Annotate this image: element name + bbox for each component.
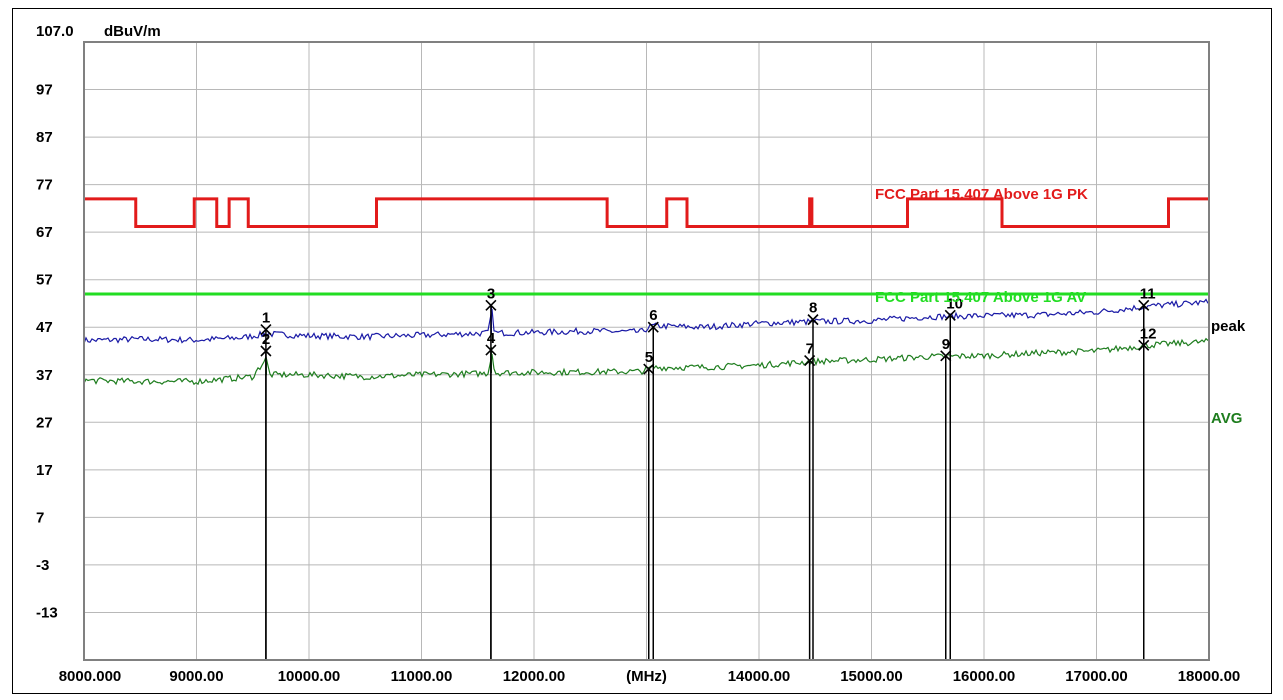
y-tick-label: 87 — [36, 129, 53, 146]
y-tick-label: 77 — [36, 177, 53, 194]
x-tick-label: 12000.00 — [503, 668, 566, 685]
marker-label: 4 — [487, 330, 496, 347]
marker-x — [260, 345, 272, 357]
y-tick-label: 47 — [36, 319, 53, 336]
series-label-avg: AVG — [1211, 410, 1242, 427]
series-line-peak — [83, 298, 1209, 344]
marker-x — [485, 299, 497, 311]
y-tick-label: 37 — [36, 367, 53, 384]
y-tick-label: -3 — [36, 557, 49, 574]
x-tick-label: 18000.00 — [1178, 668, 1241, 685]
limit-lines — [84, 197, 1209, 296]
plot-border — [83, 41, 1210, 661]
x-tick-label: 17000.00 — [1065, 668, 1128, 685]
limit-av-label: FCC Part 15.407 Above 1G AV — [875, 289, 1086, 306]
x-tick-label: 9000.00 — [169, 668, 223, 685]
marker-label: 10 — [946, 295, 963, 312]
x-tick-label: 14000.00 — [728, 668, 791, 685]
marker-label: 11 — [1140, 285, 1156, 302]
grid-lines — [84, 42, 1209, 660]
y-unit-label: dBuV/m — [104, 23, 161, 40]
marker-label: 6 — [649, 307, 657, 324]
marker-x — [643, 363, 655, 375]
marker-label: 2 — [262, 331, 270, 348]
marker-label: 1 — [262, 310, 270, 327]
limit-line-pk — [84, 197, 1209, 228]
marker-label: 3 — [487, 285, 495, 302]
marker-x — [1138, 299, 1150, 311]
marker-label: 8 — [809, 300, 817, 317]
x-tick-label: 15000.00 — [840, 668, 903, 685]
series-label-peak: peak — [1211, 318, 1246, 335]
y-tick-label: -13 — [36, 604, 58, 621]
marker-label: 9 — [942, 336, 950, 353]
marker-x — [940, 350, 952, 362]
x-tick-label: 11000.00 — [391, 668, 453, 685]
x-tick-label: (MHz) — [626, 668, 667, 685]
marker-x — [485, 344, 497, 356]
chart-frame — [12, 8, 1272, 694]
y-tick-label: 97 — [36, 82, 53, 99]
y-tick-label: 67 — [36, 224, 53, 241]
y-tick-label: 27 — [36, 414, 53, 431]
marker-label: 7 — [806, 341, 814, 358]
marker-x — [944, 309, 956, 321]
marker-label: 12 — [1140, 325, 1157, 342]
marker-x — [647, 321, 659, 333]
marker-x — [807, 314, 819, 326]
marker-x — [1138, 339, 1150, 351]
limit-pk-label: FCC Part 15.407 Above 1G PK — [875, 186, 1088, 203]
y-tick-label: 57 — [36, 272, 53, 289]
x-tick-label: 10000.00 — [278, 668, 341, 685]
marker-label: 5 — [645, 349, 653, 366]
marker-x — [260, 324, 272, 336]
x-tick-label: 16000.00 — [953, 668, 1016, 685]
y-tick-label: 17 — [36, 462, 53, 479]
y-top-label: 107.0 — [36, 23, 74, 40]
y-tick-label: 7 — [36, 509, 44, 526]
x-tick-label: 8000.000 — [59, 668, 122, 685]
